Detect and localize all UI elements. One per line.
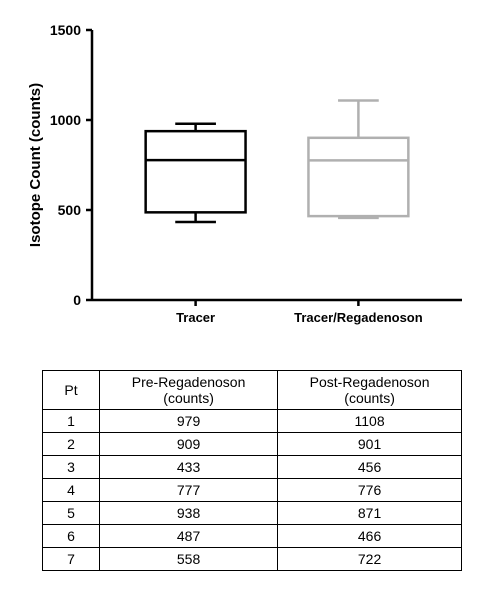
table-row: 6487466 <box>43 525 462 548</box>
table-cell: 871 <box>278 502 462 525</box>
data-table: Pt Pre-Regadenoson (counts) Post-Regaden… <box>42 370 462 571</box>
svg-text:Tracer: Tracer <box>176 310 215 325</box>
table-cell: 487 <box>100 525 278 548</box>
table-row: 3433456 <box>43 456 462 479</box>
table-cell: 456 <box>278 456 462 479</box>
table-cell: 433 <box>100 456 278 479</box>
table-cell: 776 <box>278 479 462 502</box>
table-cell: 901 <box>278 433 462 456</box>
table-cell: 722 <box>278 548 462 571</box>
col-header-pre: Pre-Regadenoson (counts) <box>100 371 278 410</box>
table-cell: 7 <box>43 548 100 571</box>
svg-text:Isotope Count (counts): Isotope Count (counts) <box>27 83 44 247</box>
svg-text:0: 0 <box>73 292 81 308</box>
table-cell: 3 <box>43 456 100 479</box>
table-cell: 5 <box>43 502 100 525</box>
table-row: 4777776 <box>43 479 462 502</box>
table-cell: 979 <box>100 410 278 433</box>
table-cell: 558 <box>100 548 278 571</box>
table-cell: 1108 <box>278 410 462 433</box>
col-header-pt: Pt <box>43 371 100 410</box>
col-header-post: Post-Regadenoson (counts) <box>278 371 462 410</box>
table-cell: 777 <box>100 479 278 502</box>
svg-text:Tracer/Regadenoson: Tracer/Regadenoson <box>294 310 423 325</box>
table-row: 5938871 <box>43 502 462 525</box>
table-cell: 4 <box>43 479 100 502</box>
svg-text:500: 500 <box>58 202 82 218</box>
boxplot-chart: 0 500 1000 1500 Isotope Count (counts) Tracer… <box>22 10 482 340</box>
svg-text:1500: 1500 <box>50 22 81 38</box>
table-cell: 1 <box>43 410 100 433</box>
table-cell: 466 <box>278 525 462 548</box>
table-cell: 909 <box>100 433 278 456</box>
data-table-container: Pt Pre-Regadenoson (counts) Post-Regaden… <box>42 370 462 571</box>
table-cell: 938 <box>100 502 278 525</box>
table-cell: 2 <box>43 433 100 456</box>
table-row: 2909901 <box>43 433 462 456</box>
table-cell: 6 <box>43 525 100 548</box>
table-row: 7558722 <box>43 548 462 571</box>
chart-svg: 0 500 1000 1500 Isotope Count (counts) Tracer… <box>22 10 482 340</box>
table-row: 19791108 <box>43 410 462 433</box>
table-header-row: Pt Pre-Regadenoson (counts) Post-Regaden… <box>43 371 462 410</box>
svg-text:1000: 1000 <box>50 112 81 128</box>
